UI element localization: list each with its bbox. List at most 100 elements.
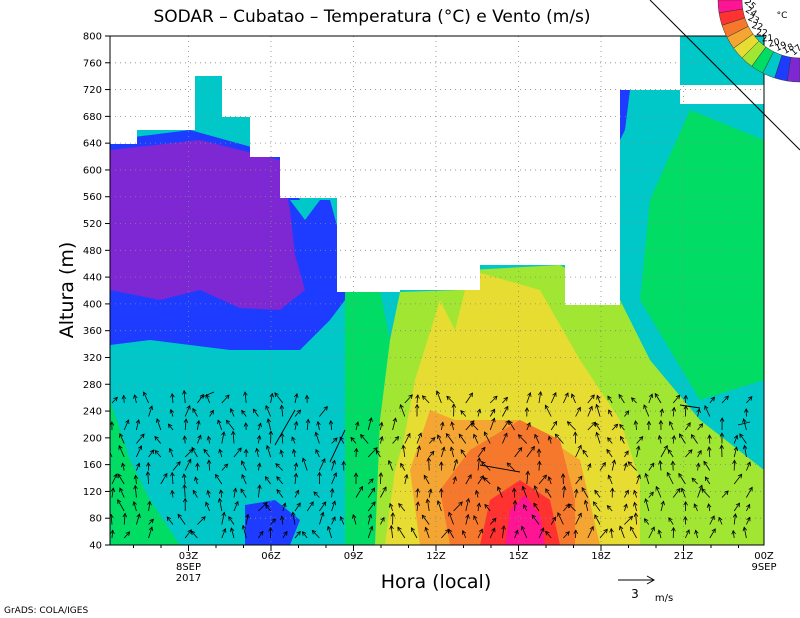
wind-arrowhead — [323, 405, 328, 411]
wind-arrowhead — [367, 513, 373, 519]
wind-arrow — [206, 394, 210, 404]
wind-arrow — [685, 405, 687, 417]
wind-arrowhead — [693, 503, 698, 508]
temperature-region — [110, 140, 305, 310]
wind-arrow — [697, 408, 700, 417]
wind-arrow — [317, 421, 320, 431]
wind-arrowhead — [218, 489, 224, 494]
wind-arrowhead — [380, 516, 385, 522]
wind-arrow — [697, 485, 703, 498]
wind-arrow — [205, 502, 210, 512]
wind-arrow — [477, 447, 486, 458]
wind-arrow — [183, 484, 186, 498]
temperature-region — [620, 90, 630, 140]
wind-arrow — [331, 516, 336, 525]
wind-arrowhead — [732, 459, 737, 465]
wind-arrowhead — [670, 460, 676, 466]
wind-arrow — [575, 445, 582, 458]
wind-arrow — [514, 500, 516, 512]
wind-arrow — [258, 531, 264, 539]
wind-arrowhead — [154, 449, 159, 455]
y-tick-label: 400 — [83, 299, 102, 310]
temperature-region — [195, 76, 222, 104]
wind-arrow — [514, 447, 523, 458]
legend-level-label: 20 — [767, 37, 781, 49]
wind-arrow — [460, 410, 467, 417]
wind-arrow — [672, 435, 675, 444]
wind-arrow — [416, 394, 419, 404]
wind-arrow — [596, 395, 601, 404]
wind-arrow — [575, 513, 582, 525]
wind-arrowhead — [170, 392, 175, 398]
wind-arrow — [489, 518, 497, 525]
wind-arrowhead — [683, 500, 688, 506]
wind-arrow — [265, 504, 271, 512]
wind-arrowhead — [429, 450, 435, 456]
wind-arrowhead — [512, 487, 517, 493]
x-tick-label: 03Z — [179, 551, 199, 562]
wind-arrow — [428, 489, 432, 498]
wind-arrow — [171, 393, 174, 404]
wind-arrow — [594, 514, 601, 525]
wind-arrow — [620, 436, 625, 444]
legend-level-label: 22 — [750, 21, 763, 33]
wind-arrowhead — [369, 525, 374, 531]
wind-arrowhead — [512, 499, 518, 505]
wind-arrowhead — [331, 500, 337, 506]
wind-arrowhead — [483, 476, 488, 482]
wind-arrow — [171, 490, 174, 498]
temperature-region — [640, 110, 764, 400]
wind-arrow — [518, 434, 528, 444]
wind-arrow — [631, 397, 637, 404]
legend-swatch — [786, 56, 800, 83]
wind-arrow — [428, 437, 436, 444]
x-tick-sublabel: 9SEP — [751, 562, 776, 573]
wind-arrowhead — [293, 472, 299, 478]
wind-arrow — [733, 513, 736, 525]
wind-arrow — [523, 504, 528, 512]
wind-arrowhead — [504, 405, 509, 411]
wind-arrow — [733, 502, 740, 512]
wind-arrow — [470, 422, 479, 431]
wind-arrow — [136, 445, 142, 458]
wind-arrow — [473, 434, 479, 444]
wind-arrow — [624, 504, 627, 512]
wind-arrow — [587, 463, 591, 471]
wind-arrow — [634, 502, 637, 512]
wind-arrow — [648, 491, 654, 498]
wind-arrow — [679, 433, 686, 444]
wind-arrowhead — [590, 394, 595, 400]
wind-arrowhead — [596, 394, 601, 400]
wind-arrow — [489, 395, 498, 404]
wind-arrow — [203, 449, 210, 458]
wind-arrowhead — [252, 408, 258, 414]
wind-arrowhead — [540, 527, 545, 533]
wind-arrow — [232, 431, 235, 444]
y-tick-label: 320 — [83, 353, 102, 364]
wind-arrowhead — [135, 419, 141, 424]
wind-arrowhead — [121, 394, 127, 400]
wind-arrowhead — [679, 433, 684, 439]
wind-arrowhead — [611, 459, 617, 465]
wind-arrow — [156, 418, 162, 431]
wind-arrowhead — [742, 418, 747, 423]
wind-arrowhead — [229, 527, 235, 532]
wind-arrow — [197, 435, 202, 444]
wind-arrowhead — [691, 477, 697, 483]
wind-arrowhead — [648, 393, 654, 399]
wind-arrowhead — [481, 461, 486, 466]
wind-arrowhead — [524, 407, 530, 412]
wind-arrowhead — [644, 472, 649, 478]
wind-arrow — [119, 433, 125, 444]
wind-arrowhead — [628, 515, 634, 521]
wind-arrow — [245, 514, 249, 525]
wind-arrowhead — [630, 397, 636, 402]
wind-arrow — [416, 488, 419, 498]
wind-arrowhead — [147, 500, 152, 506]
wind-arrowhead — [633, 420, 639, 425]
wind-arrowhead — [537, 391, 543, 396]
wind-arrowhead — [205, 393, 210, 399]
wind-arrowhead — [607, 474, 612, 480]
wind-arrowhead — [331, 459, 336, 465]
